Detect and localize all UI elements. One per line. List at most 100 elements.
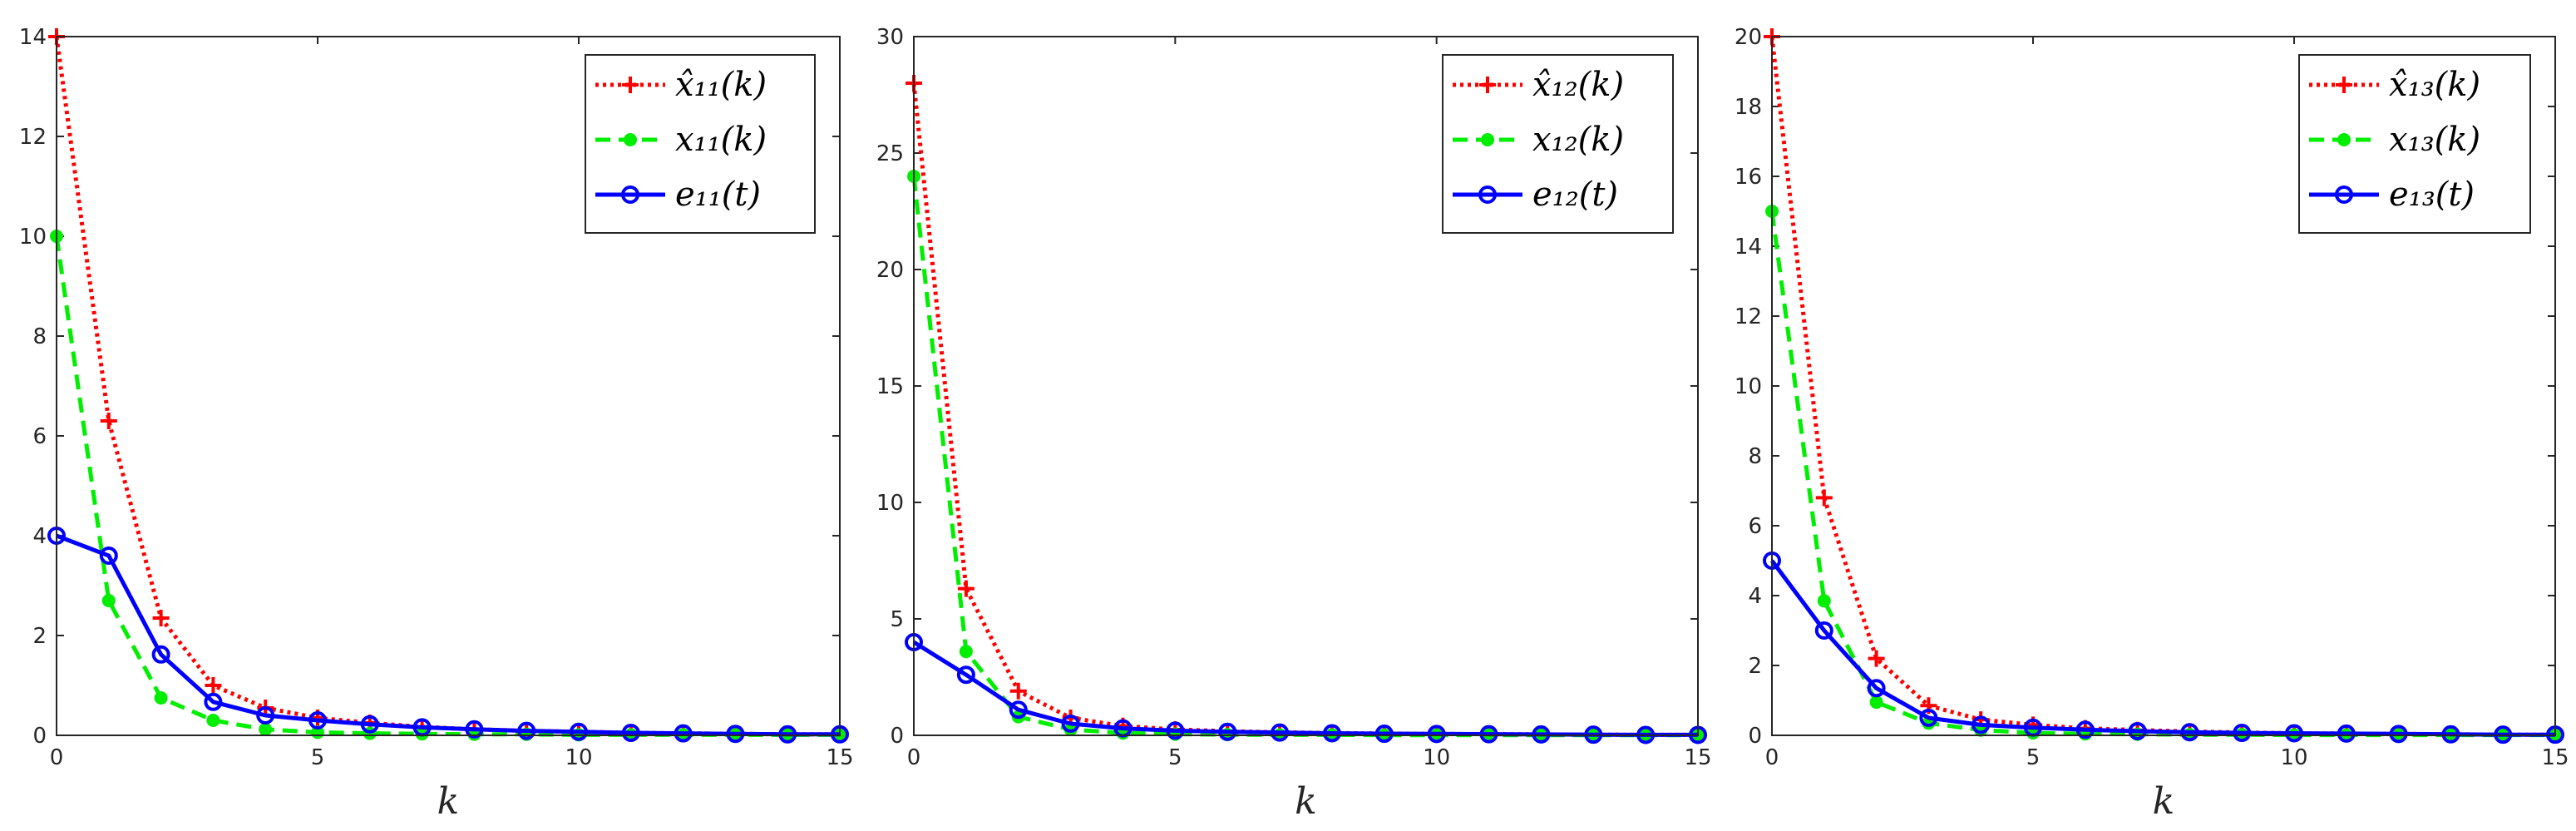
data-point — [674, 724, 693, 743]
data-point — [1061, 715, 1080, 733]
legend-label: x₁₁(k) — [675, 121, 767, 159]
data-point — [204, 692, 223, 711]
x-axis-label: k — [1295, 780, 1317, 823]
x-tick-label: 15 — [2541, 745, 2569, 770]
x-tick-label: 5 — [1168, 745, 1182, 770]
axes-frame — [1771, 36, 2556, 736]
data-point — [1868, 650, 1885, 667]
series-3 — [1763, 552, 2564, 744]
data-point — [2233, 724, 2252, 743]
data-point — [621, 724, 640, 742]
data-point — [2389, 725, 2408, 744]
data-point — [101, 594, 116, 607]
y-tick-label: 12 — [1735, 304, 1762, 329]
axes-frame — [913, 36, 1699, 736]
data-point — [2075, 720, 2095, 739]
data-point — [1009, 682, 1027, 700]
data-point — [778, 725, 797, 744]
y-tick-label: 20 — [1735, 25, 1762, 50]
data-point — [959, 645, 973, 659]
y-tick-label: 10 — [19, 225, 47, 250]
legend-marker — [621, 185, 639, 204]
data-point — [1166, 721, 1185, 740]
legend-label: x₁₃(k) — [2389, 121, 2480, 159]
data-point — [570, 722, 588, 741]
x-tick-label: 10 — [2280, 745, 2307, 770]
legend-marker — [2336, 77, 2352, 93]
y-tick-label: 10 — [1735, 374, 1762, 399]
y-tick-label: 4 — [32, 524, 47, 549]
x-tick-label: 5 — [2026, 745, 2041, 770]
legend-marker — [622, 77, 639, 93]
data-point — [2128, 721, 2147, 740]
data-point — [1869, 695, 1883, 710]
y-tick-label: 2 — [1748, 654, 1762, 679]
y-tick-label: 5 — [890, 607, 904, 632]
data-point — [259, 722, 273, 736]
data-point — [100, 413, 117, 429]
y-tick-label: 2 — [32, 624, 47, 649]
data-point — [726, 725, 745, 744]
data-point — [205, 677, 222, 694]
legend-label: x̂₁₂(k) — [1532, 66, 1624, 104]
data-point — [2285, 724, 2303, 743]
series-line — [1769, 36, 2555, 737]
legend-label: x̂₁₁(k) — [675, 66, 767, 104]
data-point — [1532, 725, 1551, 744]
data-point — [152, 610, 170, 626]
data-point — [360, 715, 379, 734]
data-point — [308, 711, 327, 730]
data-point — [1817, 594, 1831, 608]
data-point — [1479, 725, 1498, 744]
y-tick-label: 6 — [32, 424, 47, 449]
data-point — [956, 665, 975, 685]
data-point — [957, 580, 975, 597]
series-line — [56, 533, 840, 737]
y-tick-label: 14 — [19, 25, 47, 50]
y-tick-label: 6 — [1748, 514, 1762, 539]
x-tick-label: 0 — [907, 745, 921, 770]
legend-label: x̂₁₃(k) — [2389, 66, 2480, 104]
data-point — [1919, 709, 1938, 727]
data-point — [1814, 621, 1833, 640]
legend-marker — [1481, 133, 1494, 146]
y-tick-label: 4 — [1748, 584, 1762, 609]
data-point — [206, 714, 220, 727]
data-point — [1971, 715, 1991, 735]
legend: x̂₁₃(k) x₁₃(k) e₁₃(t) — [2298, 54, 2531, 234]
y-tick-label: 8 — [32, 324, 47, 349]
data-point — [1427, 725, 1446, 744]
x-tick-label: 5 — [311, 745, 325, 770]
data-point — [1218, 722, 1237, 741]
y-tick-label: 0 — [32, 724, 47, 749]
data-point — [99, 547, 118, 565]
legend-label: x₁₂(k) — [1532, 121, 1624, 159]
y-tick-label: 12 — [19, 125, 47, 150]
data-point — [1271, 723, 1290, 742]
data-point — [154, 691, 168, 705]
y-tick-label: 10 — [876, 491, 904, 516]
legend-marker — [2337, 133, 2351, 146]
x-tick-label: 15 — [1684, 745, 1711, 770]
legend-marker — [624, 133, 637, 146]
data-point — [1867, 679, 1886, 698]
y-tick-label: 18 — [1735, 95, 1762, 120]
legend-label: e₁₃(t) — [2389, 176, 2475, 214]
series-3 — [47, 527, 849, 744]
x-tick-label: 15 — [826, 745, 853, 770]
data-point — [2441, 725, 2460, 744]
y-tick-label: 16 — [1735, 165, 1762, 190]
data-point — [2180, 723, 2199, 742]
data-point — [256, 706, 275, 725]
y-tick-label: 20 — [876, 258, 904, 283]
y-tick-label: 14 — [1735, 235, 1762, 260]
y-tick-label: 15 — [876, 374, 904, 399]
legend-marker — [2335, 185, 2353, 204]
legend-label: e₁₁(t) — [675, 176, 761, 214]
series-line — [1769, 559, 2555, 737]
panel-2: 0 5 10 15 20 25 30 0 5 10 15 k x̂₁₂(k) x₁₂(k) e₁₂(t) — [876, 25, 1712, 823]
x-tick-label: 10 — [565, 745, 592, 770]
x-tick-label: 10 — [1423, 745, 1450, 770]
x-tick-label: 0 — [50, 745, 64, 770]
